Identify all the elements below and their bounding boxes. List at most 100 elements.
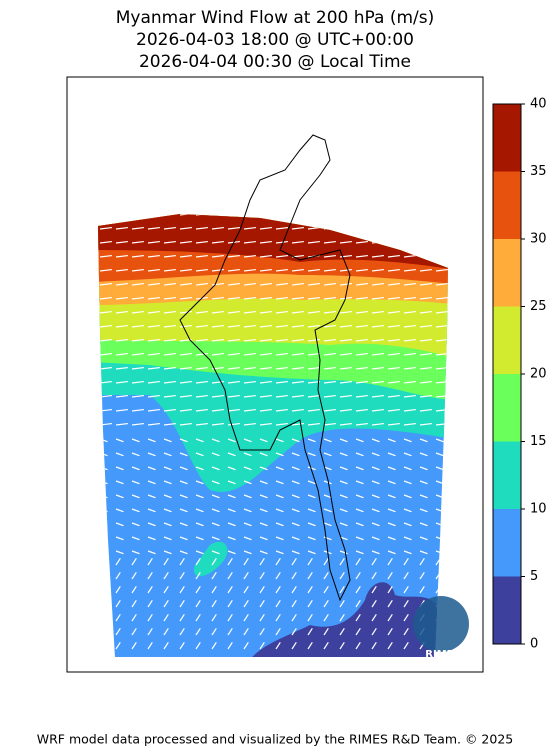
wind-arrow <box>195 352 208 356</box>
wind-arrow <box>403 494 412 499</box>
wind-arrow <box>179 585 185 594</box>
wind-arrow <box>419 466 428 471</box>
wind-arrow <box>227 508 236 513</box>
wind-arrow <box>147 324 160 328</box>
colorbar-tick-label: 35 <box>530 164 547 179</box>
wind-arrow <box>275 226 288 230</box>
wind-arrow <box>115 352 128 356</box>
wind-arrow <box>179 268 192 272</box>
wind-arrow <box>99 366 112 370</box>
wind-arrow <box>99 296 112 300</box>
wind-arrow <box>195 536 204 541</box>
wind-arrow <box>115 641 121 650</box>
wind-arrow <box>339 508 348 513</box>
wind-arrow <box>387 585 393 594</box>
wind-arrow <box>115 380 128 384</box>
wind-arrow <box>275 254 288 258</box>
wind-arrow <box>227 254 240 258</box>
wind-arrow <box>275 296 288 300</box>
wind-arrow <box>371 268 384 272</box>
colorbar-tick-label: 25 <box>530 299 547 314</box>
wind-arrow <box>435 338 448 342</box>
wind-arrow <box>371 310 384 314</box>
wind-arrow <box>211 641 217 650</box>
wind-arrow <box>227 536 236 541</box>
wind-arrow <box>291 641 297 650</box>
wind-arrow <box>323 380 336 384</box>
wind-arrow <box>227 613 233 622</box>
wind-arrow <box>195 494 204 499</box>
wind-arrow <box>131 254 144 258</box>
wind-arrow <box>323 536 332 541</box>
wind-arrow <box>211 310 224 314</box>
wind-arrow <box>387 627 393 636</box>
wind-arrow <box>323 466 332 471</box>
wind-arrow <box>403 613 409 622</box>
wind-arrow <box>163 452 172 457</box>
wind-arrow <box>195 438 204 443</box>
wind-arrow <box>307 599 313 608</box>
wind-arrow <box>387 438 396 443</box>
wind-arrow <box>307 282 320 286</box>
wind-arrow <box>195 422 208 426</box>
colorbar-tick-label: 15 <box>530 434 547 449</box>
wind-arrow <box>355 310 368 314</box>
wind-arrow <box>147 494 156 499</box>
wind-arrow <box>243 352 256 356</box>
colorbar-segment <box>493 576 521 644</box>
wind-arrow <box>323 338 336 342</box>
colorbar-segment <box>493 509 521 577</box>
wind-arrow <box>403 480 412 485</box>
wind-arrow <box>339 296 352 300</box>
wind-arrow <box>243 254 256 258</box>
wind-arrow <box>211 508 220 513</box>
wind-arrow <box>291 494 300 499</box>
wind-arrow <box>131 310 144 314</box>
wind-arrow <box>115 324 128 328</box>
wind-arrow <box>115 282 128 286</box>
wind-arrow <box>275 408 288 412</box>
wind-arrow <box>339 338 352 342</box>
wind-arrow <box>115 240 128 244</box>
wind-arrow <box>339 438 348 443</box>
wind-arrow <box>243 394 256 398</box>
wind-arrow <box>163 508 172 513</box>
wind-arrow <box>163 550 172 555</box>
wind-arrow <box>355 338 368 342</box>
wind-arrow <box>355 296 368 300</box>
wind-arrow <box>419 296 432 300</box>
wind-arrow <box>195 366 208 370</box>
wind-arrow <box>307 408 320 412</box>
wind-arrow <box>403 585 409 594</box>
wind-arrow <box>387 310 400 314</box>
wind-arrow <box>195 282 208 286</box>
wind-arrow <box>179 352 192 356</box>
wind-arrow <box>179 240 192 244</box>
wind-arrow <box>211 380 224 384</box>
wind-arrow <box>131 282 144 286</box>
wind-arrow <box>323 585 329 594</box>
wind-arrow <box>243 557 249 566</box>
wind-arrow <box>291 599 297 608</box>
wind-arrow <box>307 627 313 636</box>
wind-arrow <box>211 613 217 622</box>
wind-arrow <box>339 641 345 650</box>
wind-arrow <box>307 536 316 541</box>
wind-arrow <box>307 613 313 622</box>
wind-arrow <box>403 408 416 412</box>
wind-arrow <box>307 480 316 485</box>
colorbar: 0 5 10 15 20 25 30 35 40 <box>492 97 547 652</box>
wind-arrow <box>371 641 377 650</box>
wind-arrow <box>115 536 124 541</box>
wind-arrow <box>275 522 284 527</box>
wind-arrow <box>163 585 169 594</box>
wind-arrow <box>275 571 281 580</box>
wind-arrow <box>419 585 425 594</box>
wind-arrow <box>275 550 284 555</box>
wind-arrow <box>243 536 252 541</box>
wind-arrow <box>243 438 252 443</box>
wind-arrow <box>195 452 204 457</box>
wind-arrow <box>339 452 348 457</box>
wind-arrow <box>291 585 297 594</box>
wind-arrow <box>323 296 336 300</box>
